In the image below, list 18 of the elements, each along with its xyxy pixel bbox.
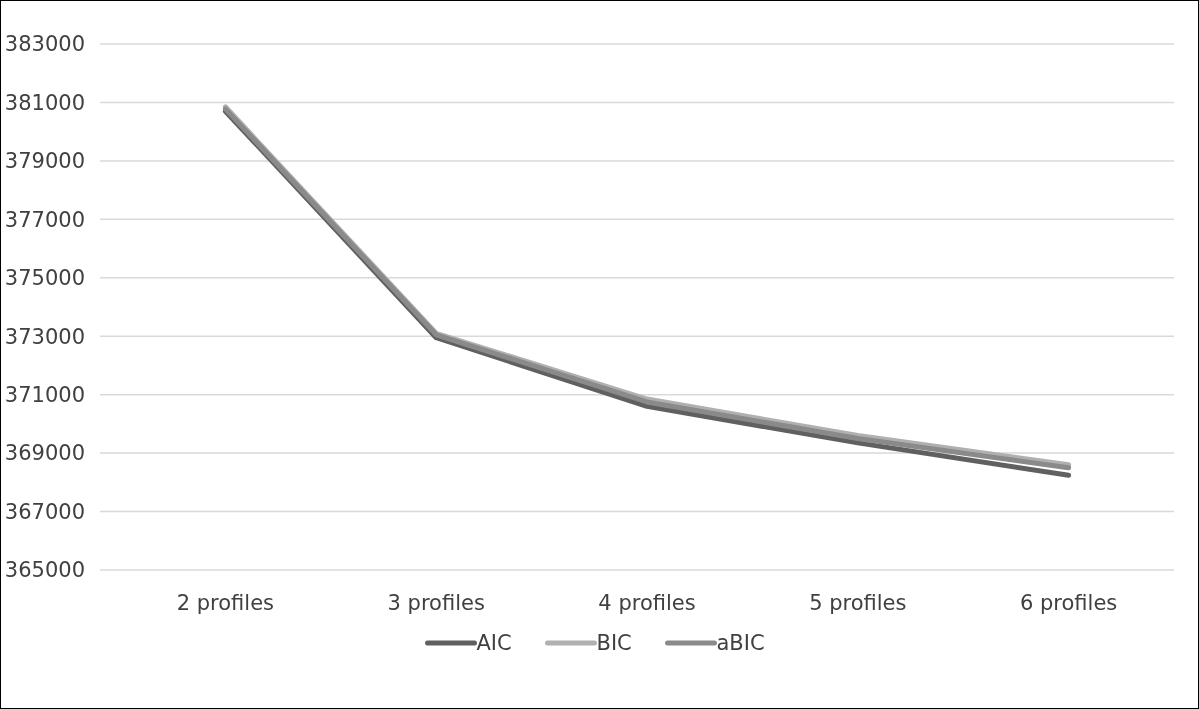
legend-label: AIC — [476, 631, 512, 656]
legend-label: aBIC — [716, 631, 765, 656]
x-tick-label: 3 profiles — [387, 591, 485, 615]
x-tick-label: 4 profiles — [598, 591, 696, 615]
y-tick-label: 377000 — [4, 207, 85, 232]
x-tick-label: 5 profiles — [809, 591, 907, 615]
x-tick-label: 2 profiles — [176, 591, 275, 615]
y-tick-label: 369000 — [4, 441, 85, 466]
y-tick-label: 375000 — [4, 266, 85, 291]
x-tick-label: 6 profiles — [1019, 591, 1118, 615]
y-tick-label: 383000 — [4, 32, 85, 57]
legend-label: BIC — [596, 631, 632, 656]
y-tick-label: 367000 — [4, 499, 85, 524]
y-tick-label: 379000 — [4, 149, 85, 174]
y-tick-label: 365000 — [4, 558, 85, 583]
y-tick-label: 371000 — [4, 383, 85, 408]
y-tick-label: 373000 — [4, 324, 85, 349]
y-tick-label: 381000 — [4, 90, 85, 115]
